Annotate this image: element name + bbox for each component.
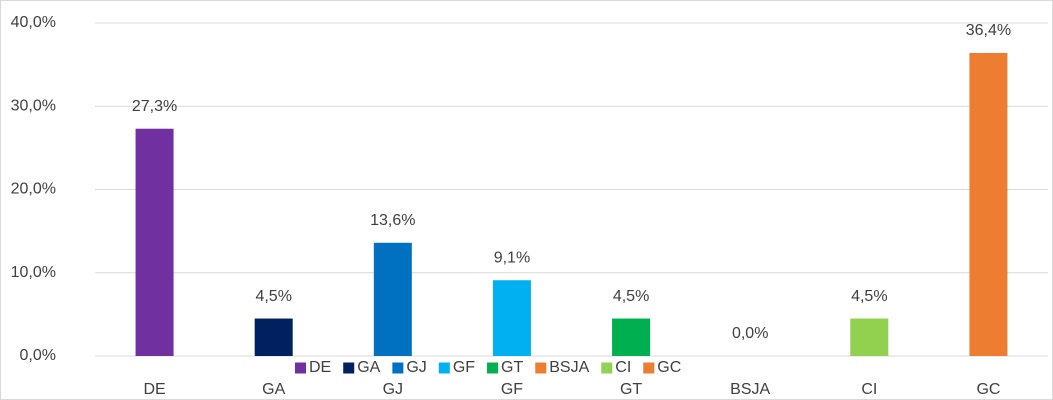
- bar: [135, 128, 174, 356]
- legend-label: DE: [309, 359, 331, 376]
- bar: [612, 318, 651, 356]
- legend-label: GF: [453, 359, 475, 376]
- legend-label: CI: [615, 359, 631, 376]
- data-label: 13,6%: [370, 212, 415, 229]
- legend-swatch: [392, 362, 404, 374]
- data-label: 4,5%: [255, 288, 291, 305]
- x-tick-label: GT: [620, 381, 642, 398]
- x-tick-label: DE: [143, 381, 165, 398]
- bar: [969, 52, 1008, 356]
- legend-swatch: [438, 362, 450, 374]
- data-label: 27,3%: [132, 98, 177, 115]
- legend-swatch: [343, 362, 355, 374]
- legend-label: GC: [657, 359, 681, 376]
- x-tick-label: GJ: [383, 381, 403, 398]
- bar: [850, 318, 889, 356]
- legend-label: GA: [357, 359, 380, 376]
- y-tick-label: 20,0%: [11, 181, 56, 198]
- legend-label: GJ: [406, 359, 426, 376]
- data-label: 4,5%: [613, 288, 649, 305]
- data-label: 0,0%: [732, 325, 768, 342]
- legend-swatch: [601, 362, 613, 374]
- legend-label: BSJA: [549, 359, 589, 376]
- legend-swatch: [643, 362, 655, 374]
- x-tick-label: GA: [262, 381, 285, 398]
- legend-swatch: [295, 362, 306, 374]
- bar: [492, 280, 531, 356]
- data-label: 4,5%: [851, 288, 887, 305]
- bar: [254, 318, 293, 356]
- x-tick-label: GC: [976, 381, 1000, 398]
- legend-label: GT: [501, 359, 523, 376]
- bar: [373, 242, 412, 356]
- legend-swatch: [535, 362, 547, 374]
- x-tick-label: BSJA: [730, 381, 770, 398]
- data-label: 9,1%: [494, 249, 530, 266]
- x-tick-label: CI: [861, 381, 877, 398]
- legend-swatch: [487, 362, 499, 374]
- y-tick-label: 40,0%: [11, 14, 56, 31]
- data-label: 36,4%: [966, 22, 1011, 39]
- y-tick-label: 10,0%: [11, 264, 56, 281]
- y-tick-label: 0,0%: [20, 347, 56, 364]
- x-tick-label: GF: [501, 381, 523, 398]
- y-tick-label: 30,0%: [11, 97, 56, 114]
